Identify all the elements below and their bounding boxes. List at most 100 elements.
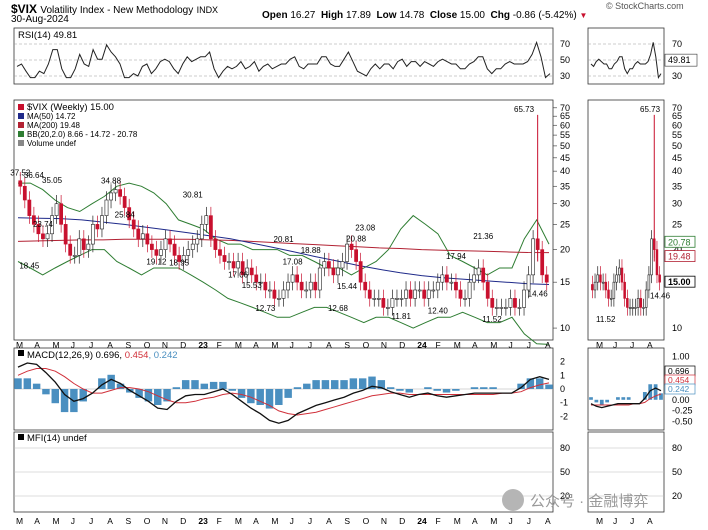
macd-histogram-bar — [228, 389, 236, 391]
price-zoom-tick-label: 30 — [672, 199, 682, 209]
candle-body — [358, 261, 363, 283]
candle-body — [426, 289, 431, 299]
x-label-price: O — [363, 340, 370, 350]
rsi-line — [16, 40, 551, 79]
candle-body — [177, 255, 182, 262]
ohlc-bar: Open 16.27 High 17.89 Low 14.78 Close 15… — [262, 10, 587, 21]
credit: © StockCharts.com — [606, 1, 684, 11]
zoom-candle-body — [634, 307, 637, 309]
candle-body — [463, 298, 467, 300]
rsi-panel-frame — [13, 27, 554, 85]
macd-histogram-bar — [98, 378, 106, 389]
price-annotation: 12.73 — [255, 304, 276, 313]
macd-badge-label: 0.242 — [668, 384, 690, 394]
price-annotation: 11.81 — [392, 312, 412, 321]
x-label-bottom: J — [71, 516, 75, 526]
legend-swatch — [18, 113, 24, 119]
macd-badge — [664, 383, 696, 395]
zoom-candle-body — [599, 274, 602, 283]
price-annotation: 11.52 — [482, 315, 502, 324]
security-name: Volatility Index - New Methodology — [40, 5, 194, 16]
x-label-price: J — [509, 340, 513, 350]
x-label-bottom: A — [472, 516, 478, 526]
x-label-bottom: A — [34, 516, 40, 526]
price-annotation: 35.05 — [42, 176, 63, 185]
macd-histogram-bar — [107, 374, 115, 389]
macd-histogram-bar — [79, 389, 87, 402]
candle-body — [295, 274, 300, 283]
price-annotation: 15.44 — [337, 282, 358, 291]
candle-body — [417, 289, 422, 292]
macd-histogram-bar — [396, 389, 404, 391]
x-label-bottom: M — [235, 516, 242, 526]
candle-body — [454, 281, 458, 291]
x-label-price: J — [89, 340, 93, 350]
zoom-x-label-price: J — [630, 340, 634, 350]
x-label-bottom: J — [308, 516, 312, 526]
candle-body — [345, 243, 349, 262]
x-label-price: J — [71, 340, 75, 350]
open-label: Open — [262, 10, 288, 21]
zoom-candle-body — [644, 289, 648, 308]
candle-body — [90, 224, 95, 245]
x-label-price: S — [125, 340, 131, 350]
candle-body — [140, 233, 145, 240]
zoom-annotation-high: 65.73 — [640, 105, 661, 114]
macd-histogram-bar — [144, 389, 153, 402]
candle-body — [168, 238, 172, 245]
candle-body — [68, 243, 73, 256]
macd-zoom-frame — [587, 347, 665, 431]
zoom-candle-body — [658, 274, 661, 283]
macd-line — [17, 362, 550, 424]
x-label-price: F — [217, 340, 222, 350]
candle-body — [227, 261, 231, 263]
candle-body — [181, 255, 186, 262]
macd-histogram-bar — [116, 383, 125, 389]
price-legend-1: MA(50) 14.72 — [27, 112, 76, 121]
x-label-bottom: S — [125, 516, 131, 526]
x-label-price: J — [527, 340, 531, 350]
candle-body — [304, 289, 309, 292]
candle-body — [222, 255, 227, 262]
candle-body — [531, 238, 536, 276]
macd-zoom-histogram-bar — [621, 397, 626, 400]
candle-body — [118, 189, 123, 197]
candle-body — [249, 267, 254, 276]
price-zoom-tick-label: 55 — [672, 130, 682, 140]
x-label-bottom: 23 — [198, 516, 208, 526]
x-label-price: F — [436, 340, 441, 350]
zoom-candle-body — [650, 238, 653, 276]
price-tick-label: 45 — [560, 153, 570, 163]
macd-histogram-bar — [452, 389, 460, 391]
x-label-bottom: A — [326, 516, 332, 526]
candle-body — [422, 289, 427, 299]
candle-body — [499, 307, 504, 309]
candle-body — [404, 289, 408, 299]
candle-body — [336, 267, 340, 276]
legend-swatch — [18, 131, 24, 137]
zoom-candle-body — [593, 281, 597, 291]
mfi-legend-swatch — [18, 434, 24, 440]
macd-histogram-bar — [424, 387, 432, 389]
candle-body — [54, 203, 59, 216]
candle-body — [395, 298, 399, 300]
chart-date: 30-Aug-2024 — [11, 14, 69, 25]
price-panel-frame — [13, 99, 554, 341]
candle-body — [508, 298, 513, 308]
candle-body — [485, 281, 490, 299]
macd-histogram-bar — [135, 389, 143, 398]
macd-histogram-bar — [526, 378, 535, 389]
macd-legend: MACD(12,26,9) 0.696, 0.454, 0.242 — [27, 350, 178, 361]
legend-swatch — [18, 122, 24, 128]
candle-body — [272, 289, 277, 299]
macd-legend-part: 0.454 — [125, 350, 149, 361]
macd-histogram-bar — [284, 389, 292, 398]
macd-histogram-bar — [340, 380, 348, 389]
macd-histogram-bar — [237, 389, 246, 398]
price-zoom-tick-label: 40 — [672, 166, 682, 176]
price-annotation: 17.06 — [228, 271, 249, 280]
zoom-candle-body — [626, 298, 629, 308]
x-label-bottom: A — [253, 516, 259, 526]
zoom-x-label-bottom: M — [596, 516, 603, 526]
candle-body — [522, 289, 526, 308]
